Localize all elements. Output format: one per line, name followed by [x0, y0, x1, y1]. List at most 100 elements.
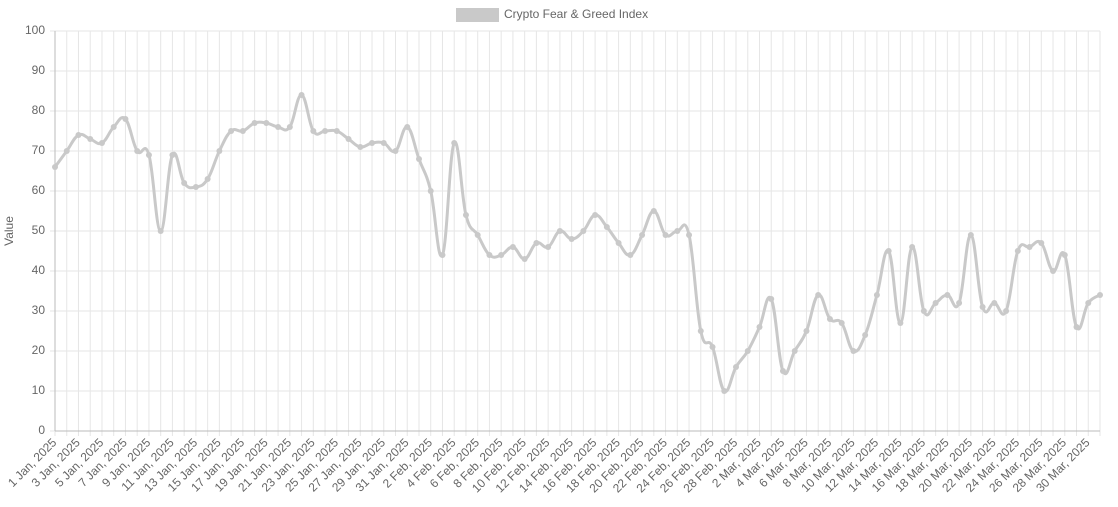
- data-point: [826, 316, 833, 322]
- data-point: [1073, 324, 1080, 330]
- data-point: [157, 228, 164, 234]
- data-point: [251, 120, 258, 126]
- y-tick-label: 70: [32, 143, 46, 157]
- data-point: [451, 140, 458, 146]
- data-point: [392, 148, 399, 154]
- data-point: [733, 364, 740, 370]
- data-point: [768, 296, 775, 302]
- y-tick-label: 60: [32, 183, 46, 197]
- data-point: [380, 140, 387, 146]
- data-point: [87, 136, 94, 142]
- data-point: [439, 252, 446, 258]
- data-point: [897, 320, 904, 326]
- data-point: [545, 244, 552, 250]
- data-point: [192, 184, 199, 190]
- data-point: [615, 240, 622, 246]
- data-point: [498, 252, 505, 258]
- data-point: [709, 344, 716, 350]
- data-point: [909, 244, 916, 250]
- data-point: [204, 176, 211, 182]
- data-point: [263, 120, 270, 126]
- data-point: [404, 124, 411, 130]
- data-point: [650, 208, 657, 214]
- y-tick-label: 80: [32, 103, 46, 117]
- data-point: [779, 368, 786, 374]
- y-tick-label: 40: [32, 263, 46, 277]
- data-point: [967, 232, 974, 238]
- data-point: [815, 292, 822, 298]
- data-point: [310, 128, 317, 134]
- data-point: [1014, 248, 1021, 254]
- data-point: [169, 152, 176, 158]
- data-point: [721, 388, 728, 394]
- data-point: [369, 140, 376, 146]
- data-point: [63, 148, 70, 154]
- data-point: [991, 300, 998, 306]
- data-point: [1003, 308, 1010, 314]
- data-point: [345, 136, 352, 142]
- y-axis-label: Value: [2, 216, 16, 246]
- data-point: [181, 180, 188, 186]
- data-point: [1038, 240, 1045, 246]
- data-point: [228, 128, 235, 134]
- data-point: [275, 124, 282, 130]
- data-point: [873, 292, 880, 298]
- data-point: [956, 300, 963, 306]
- data-point: [333, 128, 340, 134]
- data-point: [580, 228, 587, 234]
- data-point: [322, 128, 329, 134]
- data-point: [1097, 292, 1103, 298]
- data-point: [1061, 252, 1068, 258]
- y-tick-label: 50: [32, 223, 46, 237]
- data-point: [603, 224, 610, 230]
- data-point: [75, 132, 82, 138]
- data-point: [98, 140, 105, 146]
- data-point: [662, 232, 669, 238]
- data-point: [744, 348, 751, 354]
- data-point: [1085, 300, 1092, 306]
- series-line: [53, 93, 1101, 393]
- data-point: [838, 320, 845, 326]
- data-point: [791, 348, 798, 354]
- y-tick-label: 90: [32, 63, 46, 77]
- y-tick-label: 0: [38, 423, 45, 437]
- data-point: [427, 188, 434, 194]
- data-point: [462, 212, 469, 218]
- data-point: [110, 124, 117, 130]
- data-point: [134, 148, 141, 154]
- data-point: [509, 244, 516, 250]
- data-point: [474, 232, 481, 238]
- data-point: [674, 228, 681, 234]
- data-point: [568, 236, 575, 242]
- data-point: [944, 292, 951, 298]
- data-point: [639, 232, 646, 238]
- data-point: [697, 328, 704, 334]
- data-point: [239, 128, 246, 134]
- data-point: [52, 164, 58, 170]
- data-point: [533, 240, 540, 246]
- data-point: [979, 304, 986, 310]
- data-point: [885, 248, 892, 254]
- data-point: [803, 328, 810, 334]
- data-point: [357, 144, 364, 150]
- data-point: [627, 252, 634, 258]
- legend-swatch: [456, 8, 499, 22]
- data-point: [686, 232, 693, 238]
- data-point: [145, 152, 152, 158]
- data-point: [286, 124, 293, 130]
- data-point: [932, 300, 939, 306]
- data-point: [1050, 268, 1057, 274]
- data-point: [122, 116, 129, 122]
- y-tick-label: 30: [32, 303, 46, 317]
- y-tick-label: 10: [32, 383, 46, 397]
- data-point: [920, 308, 927, 314]
- data-point: [756, 324, 763, 330]
- data-point: [850, 348, 857, 354]
- data-point: [521, 256, 528, 262]
- data-point: [298, 92, 305, 98]
- data-point: [592, 212, 599, 218]
- data-point: [1026, 244, 1033, 250]
- y-tick-label: 100: [25, 23, 45, 37]
- legend-label: Crypto Fear & Greed Index: [504, 7, 648, 21]
